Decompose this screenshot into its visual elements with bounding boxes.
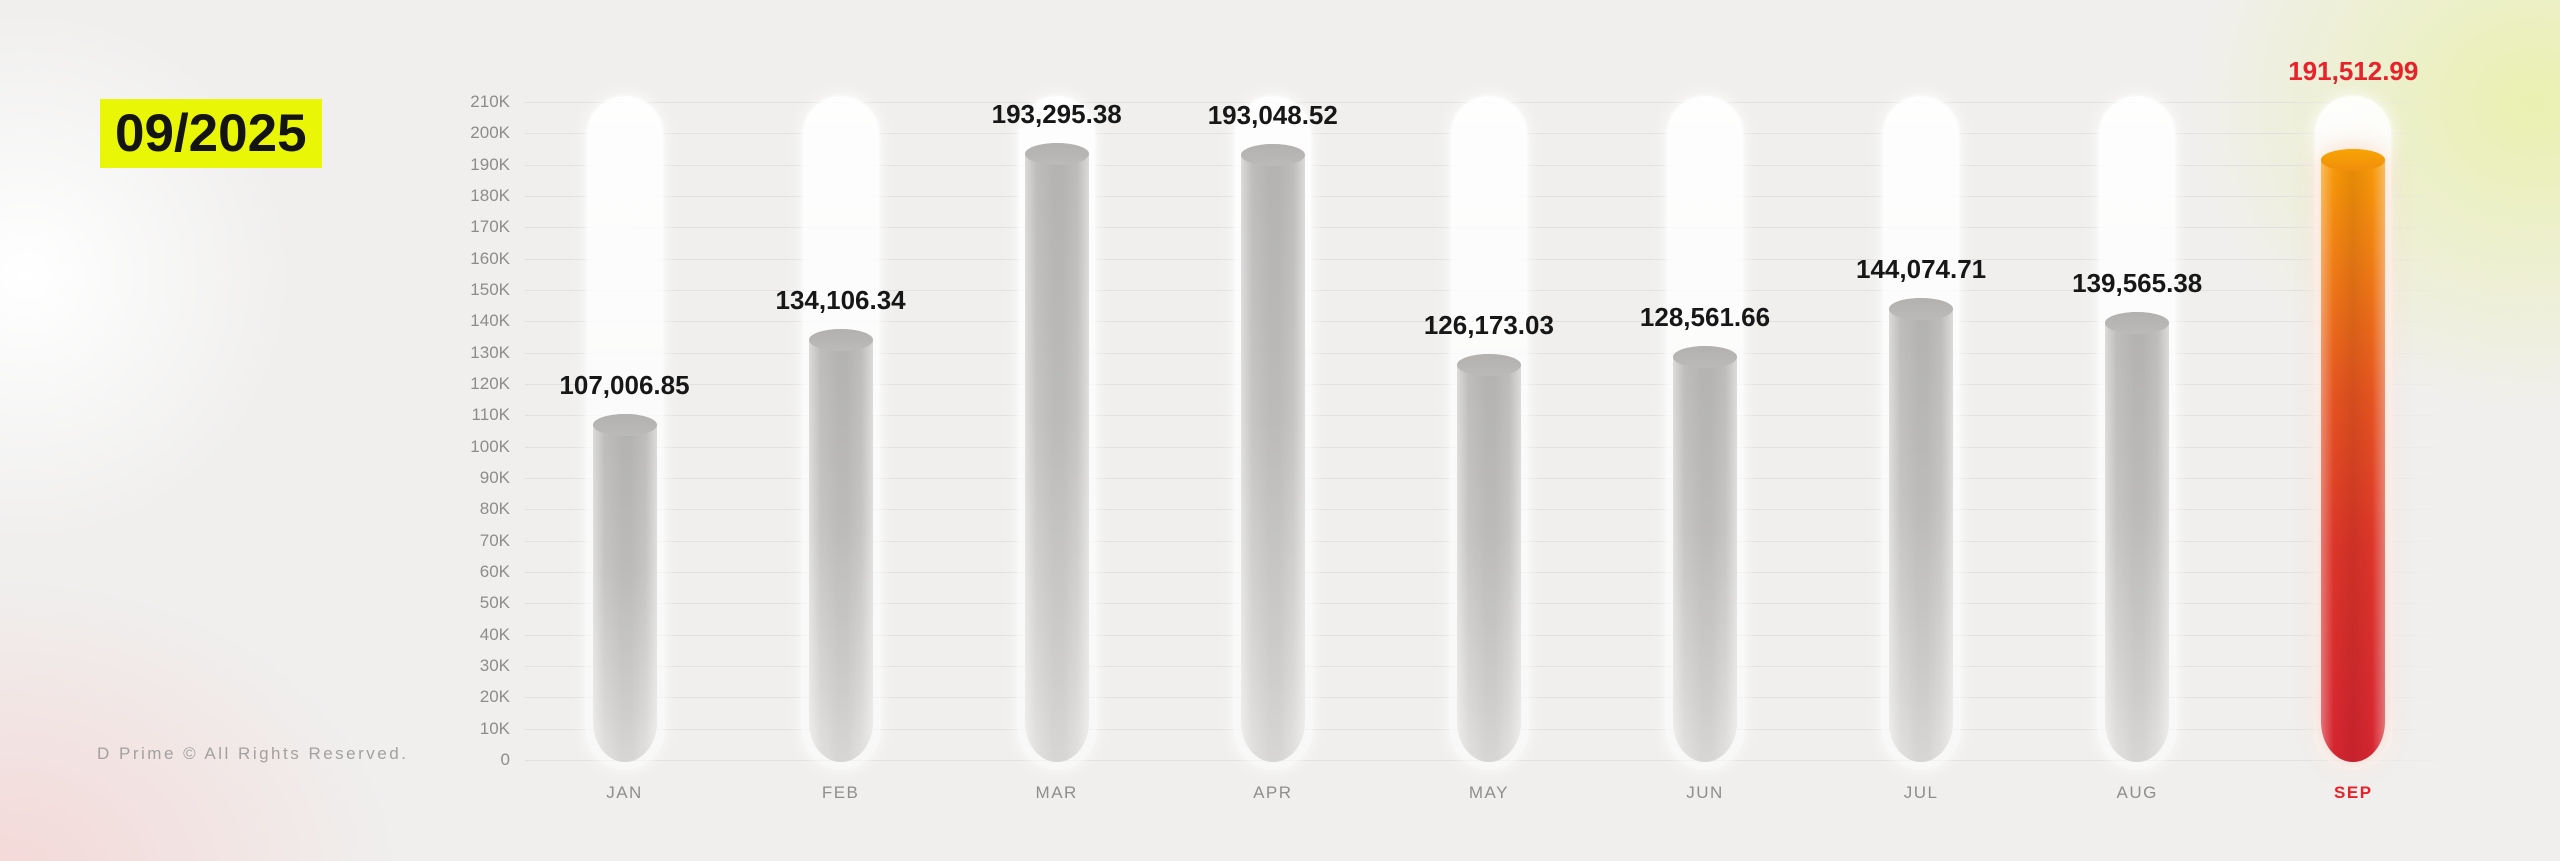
bar-value-label: 193,295.38 <box>991 99 1122 130</box>
y-axis-tick-label: 210K <box>470 92 510 111</box>
bar-fill[interactable] <box>1673 346 1737 762</box>
period-badge[interactable]: 09/2025 <box>100 99 322 168</box>
bar-top-ellipse <box>592 413 657 436</box>
bar-fill[interactable] <box>592 413 657 762</box>
bar-value-label: 193,048.52 <box>1207 100 1338 131</box>
bar-value-label: 144,074.71 <box>1856 253 1987 284</box>
x-axis-month-label: MAY <box>1468 783 1509 802</box>
x-axis-month-label: JUL <box>1903 783 1939 802</box>
bar-top-ellipse <box>2105 311 2170 334</box>
bar-fill[interactable] <box>2105 311 2170 762</box>
y-axis-tick-label: 110K <box>471 405 510 425</box>
x-axis-month-label: JAN <box>606 783 643 802</box>
y-axis-tick-label: 120K <box>470 374 510 393</box>
y-axis-tick-label: 130K <box>470 342 510 362</box>
y-axis-tick-label: 20K <box>479 687 510 707</box>
bar-top-ellipse <box>1024 143 1089 166</box>
bar-top-ellipse <box>808 328 873 351</box>
bar-top-ellipse <box>1673 346 1737 369</box>
y-axis-tick-label: 70K <box>479 530 510 550</box>
bar-value-label: 128,561.66 <box>1639 302 1771 333</box>
copyright-text: D Prime © All Rights Reserved. <box>97 744 409 763</box>
bar-fill[interactable] <box>1456 353 1521 762</box>
y-axis-tick-label: 140K <box>470 311 510 331</box>
y-axis-tick-label: 90K <box>479 468 510 487</box>
y-axis-tick-label: 40K <box>479 624 510 644</box>
bar-top-ellipse <box>2321 148 2386 171</box>
bar-value-label: 126,173.03 <box>1423 309 1554 340</box>
y-axis-tick-label: 180K <box>470 186 510 205</box>
bar-top-ellipse <box>1240 144 1305 167</box>
y-axis-tick-label: 100K <box>470 436 510 456</box>
y-axis-tick-label: 50K <box>479 593 510 613</box>
bar-value-label: 139,565.38 <box>2072 267 2203 298</box>
bar-fill[interactable] <box>1024 143 1089 762</box>
y-axis-tick-label: 200K <box>470 123 510 143</box>
y-axis-tick-label: 60K <box>479 562 510 581</box>
x-axis-month-label: JUN <box>1686 783 1724 802</box>
bar-fill-highlight[interactable] <box>2321 148 2386 762</box>
bar-top-ellipse <box>1456 353 1521 376</box>
x-axis-month-label: MAR <box>1035 783 1078 802</box>
x-axis-month-label: SEP <box>2334 783 2373 802</box>
bar-fill[interactable] <box>808 328 873 762</box>
bar-value-label: 134,106.34 <box>775 284 906 315</box>
bar-value-label: 107,006.85 <box>559 369 690 400</box>
bar-fill[interactable] <box>1240 144 1305 762</box>
y-axis-tick-label: 0 <box>500 750 510 769</box>
x-axis-month-label: FEB <box>821 783 860 802</box>
bar-value-label: 191,512.99 <box>2288 56 2419 86</box>
x-axis-month-label: APR <box>1253 783 1293 802</box>
bar-fill[interactable] <box>1889 297 1954 762</box>
bar-top-ellipse <box>1889 297 1954 320</box>
y-axis-tick-label: 160K <box>470 248 510 268</box>
y-axis-tick-label: 80K <box>479 499 510 519</box>
x-axis-month-label: AUG <box>2116 783 2158 802</box>
y-axis-tick-label: 150K <box>470 280 510 299</box>
y-axis-tick-label: 30K <box>479 656 510 675</box>
y-axis-tick-label: 10K <box>479 718 510 738</box>
y-axis-tick-label: 170K <box>470 217 510 237</box>
y-axis-tick-label: 190K <box>470 154 510 174</box>
